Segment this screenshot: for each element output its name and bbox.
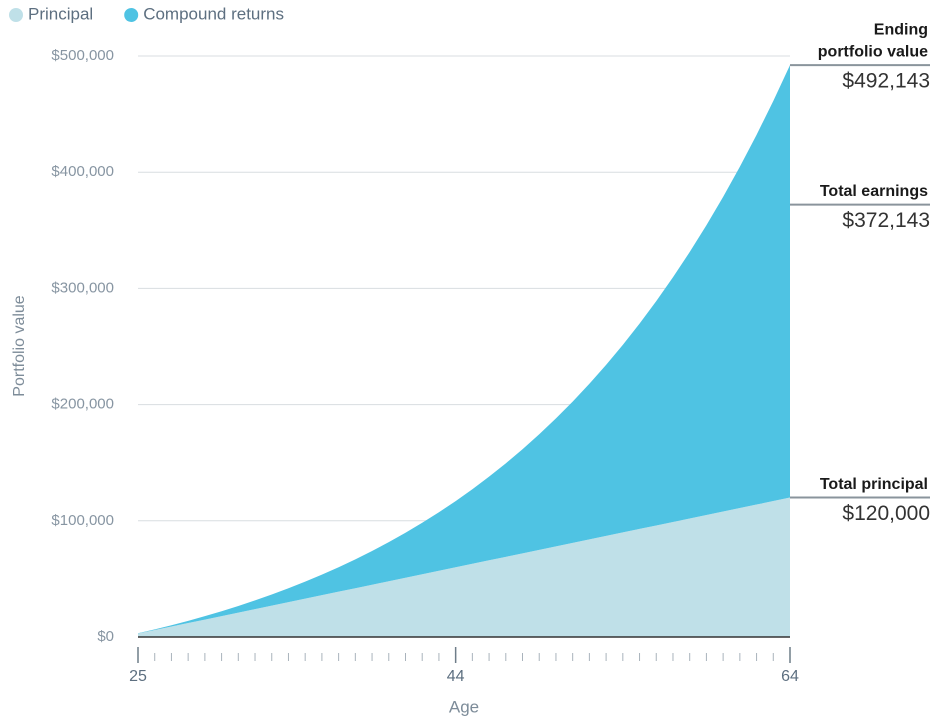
area [138,65,790,634]
legend-swatch [9,8,23,22]
annotation-label: portfolio value [818,43,928,60]
y-axis-title: Portfolio value [11,295,28,396]
annotation-label: Total earnings [820,183,928,200]
y-tick-label: $200,000 [51,396,114,413]
annotation-value: $120,000 [842,502,930,525]
y-tick-label: $500,000 [51,47,114,64]
y-tick-label: $400,000 [51,163,114,180]
y-tick-label: $100,000 [51,512,114,529]
y-tick-label: $300,000 [51,279,114,296]
legend-swatch [124,8,139,22]
x-tick-label: 64 [781,668,799,685]
annotation-value: $492,143 [842,70,930,93]
x-axis-title: Age [449,697,479,716]
x-tick-label: 44 [447,668,465,685]
annotation-label: Ending [874,21,928,38]
annotation-label: Total principal [820,476,928,493]
y-tick-label: $0 [97,628,114,645]
annotation-value: $372,143 [842,209,930,232]
x-tick-label: 25 [129,668,147,685]
area [138,497,790,637]
legend-label: Principal [28,4,93,23]
legend-label: Compound returns [143,4,284,23]
